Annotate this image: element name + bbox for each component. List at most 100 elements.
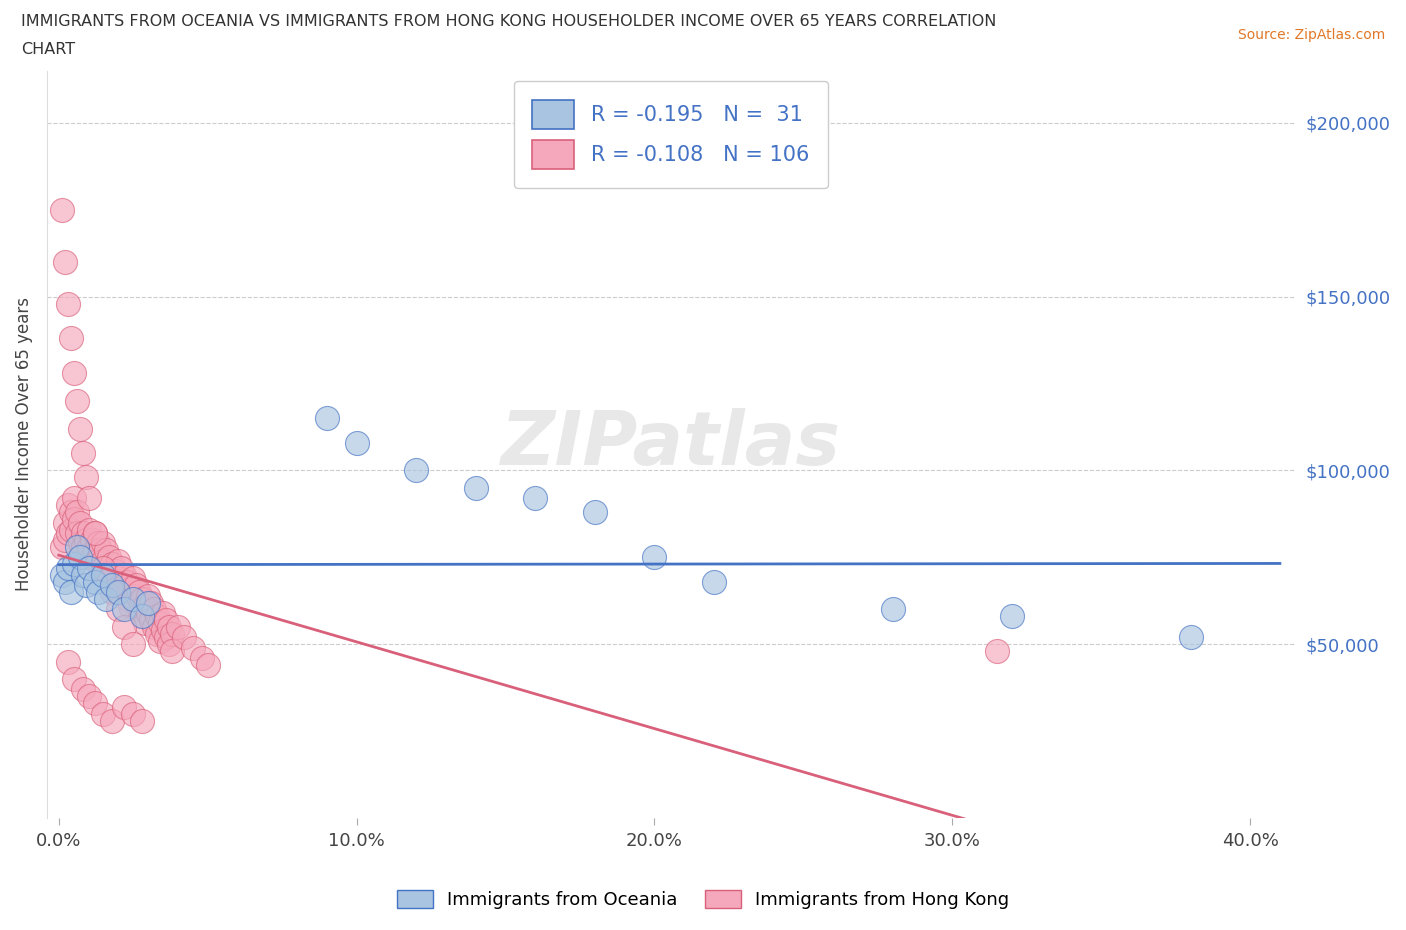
- Point: [107, 602, 129, 617]
- Point: [56, 498, 79, 512]
- Point: [101, 574, 124, 589]
- Point: [110, 561, 132, 576]
- Point: [77, 522, 100, 537]
- Point: [59, 522, 82, 537]
- Point: [83, 525, 105, 540]
- Point: [117, 591, 139, 606]
- Point: [346, 435, 368, 450]
- Point: [75, 550, 97, 565]
- Point: [101, 585, 124, 600]
- Point: [524, 491, 547, 506]
- Point: [583, 505, 606, 520]
- Point: [96, 561, 118, 576]
- Point: [66, 505, 89, 520]
- Point: [66, 525, 89, 540]
- Point: [51, 539, 73, 554]
- Point: [75, 533, 97, 548]
- Legend: R = -0.195   N =  31, R = -0.108   N = 106: R = -0.195 N = 31, R = -0.108 N = 106: [513, 81, 828, 188]
- Point: [56, 525, 79, 540]
- Point: [112, 619, 135, 634]
- Point: [62, 671, 84, 686]
- Point: [72, 525, 94, 540]
- Point: [56, 561, 79, 576]
- Text: IMMIGRANTS FROM OCEANIA VS IMMIGRANTS FROM HONG KONG HOUSEHOLDER INCOME OVER 65 : IMMIGRANTS FROM OCEANIA VS IMMIGRANTS FR…: [21, 14, 997, 29]
- Point: [51, 567, 73, 582]
- Y-axis label: Householder Income Over 65 years: Householder Income Over 65 years: [15, 298, 32, 591]
- Point: [134, 599, 156, 614]
- Point: [110, 578, 132, 592]
- Point: [128, 602, 150, 617]
- Point: [155, 613, 177, 628]
- Point: [986, 644, 1008, 658]
- Point: [703, 574, 725, 589]
- Point: [146, 627, 169, 642]
- Point: [93, 706, 115, 721]
- Point: [112, 567, 135, 582]
- Point: [152, 605, 174, 620]
- Point: [107, 585, 129, 600]
- Point: [101, 578, 124, 592]
- Point: [72, 567, 94, 582]
- Point: [120, 599, 142, 614]
- Point: [56, 297, 79, 312]
- Point: [107, 553, 129, 568]
- Point: [125, 595, 148, 610]
- Point: [86, 585, 108, 600]
- Point: [149, 616, 172, 631]
- Point: [134, 616, 156, 631]
- Point: [80, 533, 103, 548]
- Point: [315, 411, 337, 426]
- Point: [80, 550, 103, 565]
- Point: [83, 543, 105, 558]
- Point: [62, 491, 84, 506]
- Point: [93, 553, 115, 568]
- Point: [131, 609, 153, 624]
- Point: [83, 696, 105, 711]
- Point: [77, 689, 100, 704]
- Point: [152, 623, 174, 638]
- Point: [143, 619, 166, 634]
- Point: [53, 574, 76, 589]
- Point: [131, 591, 153, 606]
- Point: [181, 640, 204, 655]
- Point: [72, 539, 94, 554]
- Point: [104, 564, 127, 578]
- Point: [69, 550, 91, 565]
- Point: [89, 561, 111, 576]
- Point: [77, 539, 100, 554]
- Point: [83, 525, 105, 540]
- Point: [120, 581, 142, 596]
- Point: [190, 651, 212, 666]
- Point: [122, 571, 145, 586]
- Point: [59, 585, 82, 600]
- Point: [86, 536, 108, 551]
- Point: [136, 605, 159, 620]
- Point: [122, 706, 145, 721]
- Point: [59, 505, 82, 520]
- Point: [160, 627, 183, 642]
- Point: [155, 630, 177, 644]
- Point: [56, 654, 79, 669]
- Point: [66, 393, 89, 408]
- Point: [464, 481, 486, 496]
- Point: [53, 255, 76, 270]
- Point: [53, 515, 76, 530]
- Point: [93, 561, 115, 576]
- Point: [125, 578, 148, 592]
- Point: [157, 619, 180, 634]
- Point: [167, 619, 190, 634]
- Point: [136, 595, 159, 610]
- Text: ZIPatlas: ZIPatlas: [501, 408, 841, 481]
- Point: [72, 445, 94, 460]
- Point: [131, 713, 153, 728]
- Point: [93, 536, 115, 551]
- Legend: Immigrants from Oceania, Immigrants from Hong Kong: Immigrants from Oceania, Immigrants from…: [389, 883, 1017, 916]
- Point: [62, 512, 84, 526]
- Point: [146, 609, 169, 624]
- Point: [643, 550, 665, 565]
- Point: [72, 682, 94, 697]
- Point: [104, 581, 127, 596]
- Point: [112, 699, 135, 714]
- Point: [173, 630, 195, 644]
- Point: [96, 543, 118, 558]
